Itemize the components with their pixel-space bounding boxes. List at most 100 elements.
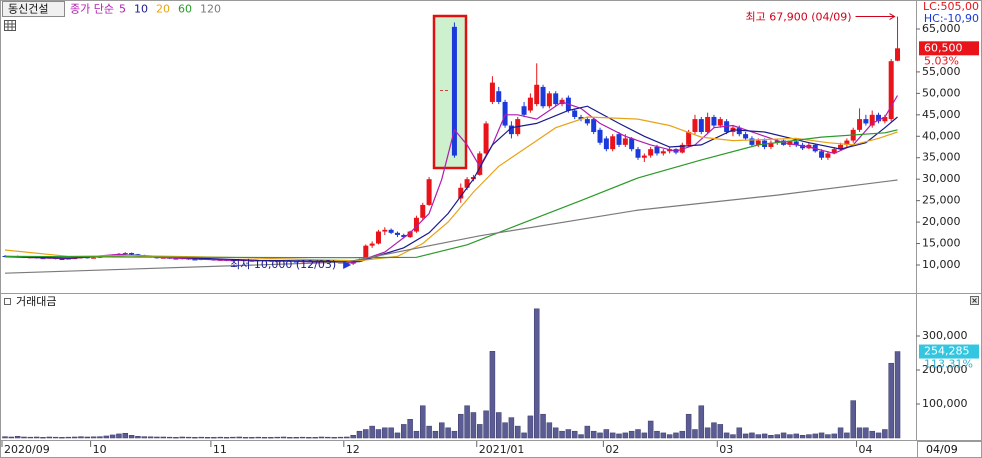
volume-bar <box>869 430 875 439</box>
volume-bar <box>495 412 502 439</box>
candle-body <box>888 61 894 120</box>
change-tag: 5.03% <box>924 54 959 67</box>
volume-bar <box>331 437 337 439</box>
candle-body <box>629 138 635 150</box>
volume-bar <box>888 362 894 439</box>
volume-bar <box>635 429 641 439</box>
candle-body <box>464 179 470 188</box>
volume-bar <box>318 436 325 439</box>
candle-body <box>819 151 825 158</box>
volume-bar <box>489 351 496 439</box>
volume-bar <box>831 433 837 439</box>
volume-bar <box>502 422 508 439</box>
x-tick-label: 04 <box>859 443 873 456</box>
candle-body <box>825 153 831 158</box>
volume-bar <box>761 433 768 439</box>
candle-body <box>477 153 483 175</box>
volume-bar <box>413 430 420 439</box>
volume-bar <box>154 436 160 439</box>
volume-bar <box>787 434 793 439</box>
volume-tag-box <box>919 344 979 359</box>
volume-bar <box>464 405 470 439</box>
volume-bar <box>426 425 432 439</box>
ma-line <box>4 179 898 274</box>
volume-bar <box>230 436 236 439</box>
candle-body <box>838 144 844 150</box>
candle-body <box>610 136 616 150</box>
x-tick-label: 02 <box>605 443 619 456</box>
grid-icon[interactable] <box>4 20 16 31</box>
candle-body <box>831 149 837 154</box>
volume-bar <box>2 436 8 439</box>
candle-body <box>59 258 65 260</box>
y-tick-label: 50,000 <box>922 86 961 99</box>
volume-bar <box>603 429 610 439</box>
volume-bar <box>204 437 211 439</box>
y-tick-label: 45,000 <box>922 108 961 121</box>
candle-body <box>521 106 527 115</box>
price-tag: 60,500 <box>924 41 963 54</box>
stock-name: 동신건설 <box>8 3 48 16</box>
candle-body <box>654 146 660 154</box>
volume-bar <box>356 430 363 439</box>
volume-bar <box>451 430 458 439</box>
y-tick-label: 55,000 <box>922 65 961 78</box>
volume-bar <box>128 435 135 439</box>
moving-averages <box>4 95 899 274</box>
candle-body <box>584 119 590 124</box>
volume-bar <box>514 425 521 439</box>
ma-line <box>4 129 898 259</box>
candle-body <box>369 243 375 246</box>
candle-body <box>578 116 584 120</box>
candle-body <box>591 119 597 132</box>
volume-bar <box>261 437 268 439</box>
x-tick-label: 10 <box>93 443 107 456</box>
y-tick-label: 25,000 <box>922 194 961 207</box>
candle-body <box>787 141 793 145</box>
volume-bar <box>521 432 527 439</box>
volume-bar <box>337 436 344 439</box>
volume-bar <box>882 429 888 439</box>
candle-body <box>394 232 400 235</box>
x-tick-label: 2021/01 <box>479 443 525 456</box>
x-tick-label: 12 <box>346 443 360 456</box>
volume-bar <box>736 427 743 439</box>
candle-body <box>755 140 761 145</box>
candle-body <box>857 119 863 130</box>
volume-bar <box>388 427 394 439</box>
candle-body <box>173 258 179 260</box>
stock-name-box[interactable] <box>2 1 65 17</box>
lc-label: LC:505,00 <box>923 0 979 13</box>
volume-bar <box>109 434 116 439</box>
volume-bar <box>476 424 483 439</box>
candle-body <box>597 129 603 143</box>
candle-body <box>401 234 407 238</box>
volume-bar <box>401 424 407 439</box>
volume-bar <box>103 435 110 439</box>
volume-bar <box>546 422 553 439</box>
x-tick-label: 03 <box>719 443 733 456</box>
candle-body <box>40 258 46 260</box>
x-tick-label: 2020/09 <box>4 443 50 456</box>
volume-bar <box>344 436 350 439</box>
volume-y-tick-label: 200,000 <box>922 363 968 376</box>
candle-body <box>603 138 609 150</box>
candle-body <box>540 86 546 107</box>
volume-bar <box>33 436 40 439</box>
volume-bar <box>723 432 730 439</box>
price-tag-box <box>919 41 979 56</box>
candle-body <box>800 144 806 149</box>
candle-body <box>363 245 369 260</box>
panel-icon[interactable] <box>4 298 11 305</box>
volume-bar <box>458 413 464 439</box>
volume-bar <box>863 427 869 439</box>
volume-bar <box>673 432 679 439</box>
volume-bar <box>609 432 616 439</box>
volume-y-tick-label: 300,000 <box>922 329 968 342</box>
volume-bar <box>141 436 148 439</box>
volume-bar <box>540 413 546 439</box>
volume-bar <box>641 432 648 439</box>
hc-label: HC:-10,90 <box>924 12 979 25</box>
volume-bar <box>223 437 230 439</box>
